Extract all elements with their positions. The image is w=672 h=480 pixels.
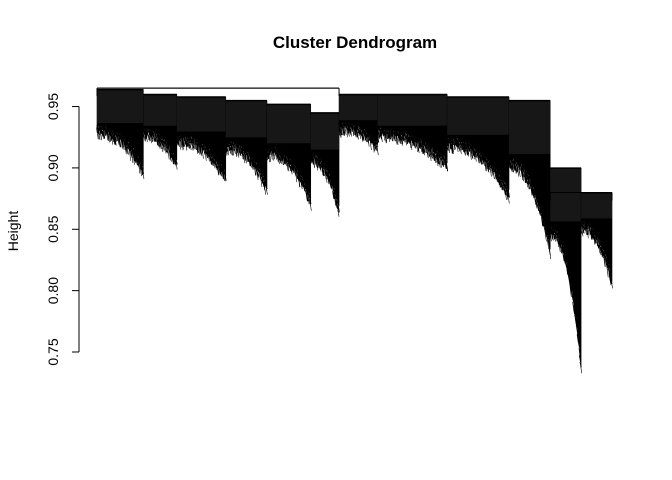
cluster-6 [309, 112, 340, 217]
branch-band [447, 97, 509, 135]
cluster-5 [266, 103, 312, 211]
branch-band [550, 168, 582, 222]
cluster-11 [549, 167, 582, 374]
branch-band [339, 95, 378, 121]
dendrogram-tree [96, 87, 613, 374]
branch-band [581, 193, 612, 219]
y-tick-label: 0.75 [45, 338, 61, 365]
cluster-12 [580, 191, 613, 289]
cluster-4 [224, 99, 268, 195]
branch-band [310, 113, 340, 150]
branch-band [509, 101, 551, 154]
cluster-7 [338, 93, 379, 156]
chart-title: Cluster Dendrogram [273, 33, 437, 52]
y-axis: 0.75 0.80 0.85 0.90 0.95 [45, 93, 80, 366]
y-tick-label: 0.85 [45, 215, 61, 242]
y-tick-label: 0.95 [45, 93, 61, 120]
cluster-2 [142, 93, 178, 170]
branch-band [266, 105, 311, 144]
cluster-3 [175, 96, 227, 182]
y-tick-label: 0.90 [45, 154, 61, 181]
cluster-1 [96, 88, 145, 179]
branch-band [377, 95, 448, 126]
y-axis-label: Height [5, 211, 21, 252]
cluster-8 [376, 93, 449, 172]
y-tick-label: 0.80 [45, 277, 61, 304]
cluster-10 [508, 99, 552, 260]
branch-band [176, 97, 226, 132]
branch-band [97, 90, 144, 124]
branch-band [225, 101, 267, 138]
cluster-9 [446, 96, 510, 204]
branch-band [143, 95, 177, 126]
